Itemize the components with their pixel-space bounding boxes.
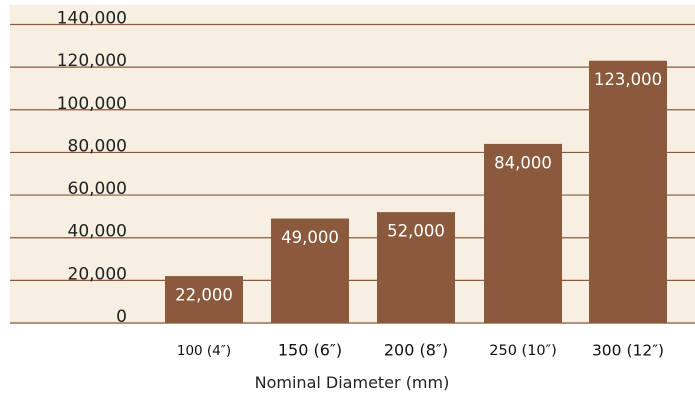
bar	[271, 218, 349, 323]
x-tick-label: 250 (10″)	[489, 343, 556, 359]
y-tick-label: 120,000	[57, 51, 127, 71]
bar	[589, 60, 667, 323]
data-label: 52,000	[387, 222, 445, 241]
x-tick-label: 200 (8″)	[384, 341, 448, 360]
data-label: 84,000	[494, 153, 552, 172]
x-tick-label: 300 (12″)	[592, 342, 664, 360]
y-tick-label: 140,000	[57, 9, 127, 29]
bar	[484, 143, 562, 323]
plot-background	[10, 5, 695, 324]
y-tick-label: 100,000	[57, 94, 127, 114]
data-label: 123,000	[594, 70, 662, 89]
x-tick-label: 150 (6″)	[278, 341, 342, 360]
data-label: 49,000	[281, 228, 339, 247]
data-labels: 22,000 49,000 52,000 84,000 123,000	[175, 70, 662, 304]
y-tick-label: 40,000	[68, 222, 127, 242]
y-tick-label: 20,000	[68, 264, 127, 284]
bar	[165, 276, 243, 323]
bars	[165, 60, 667, 323]
x-axis-tick-labels: 100 (4″) 150 (6″) 200 (8″) 250 (10″) 300 (12…	[177, 341, 664, 360]
y-axis-tick-labels: 0 20,000 40,000 60,000 80,000 100,000 120,000 1…	[57, 9, 127, 328]
x-tick-label: 100 (4″)	[177, 343, 231, 359]
y-tick-label: 0	[116, 307, 127, 327]
x-axis-title: Nominal Diameter (mm)	[255, 373, 450, 392]
data-label: 22,000	[175, 286, 233, 305]
y-tick-label: 60,000	[68, 179, 127, 199]
y-tick-label: 80,000	[68, 136, 127, 156]
bar	[377, 212, 455, 323]
gridlines	[10, 23, 695, 324]
